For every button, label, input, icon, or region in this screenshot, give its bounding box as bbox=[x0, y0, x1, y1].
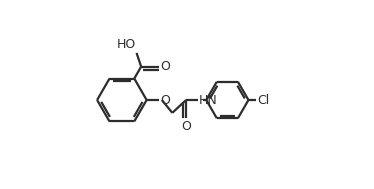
Text: O: O bbox=[160, 60, 170, 73]
Text: Cl: Cl bbox=[257, 94, 269, 107]
Text: O: O bbox=[181, 120, 191, 133]
Text: HO: HO bbox=[116, 38, 136, 51]
Text: O: O bbox=[160, 94, 170, 107]
Text: HN: HN bbox=[199, 94, 218, 107]
